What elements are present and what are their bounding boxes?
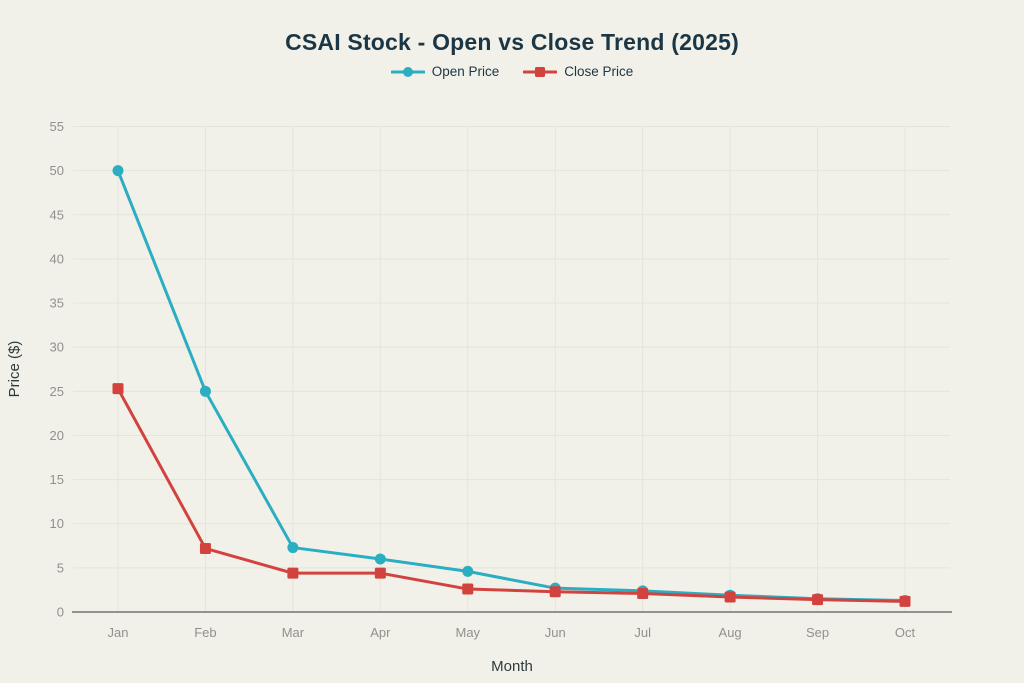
- legend-item-close-price[interactable]: Close Price: [523, 64, 633, 79]
- chart-legend: Open Price Close Price: [0, 64, 1024, 79]
- legend-marker-circle-icon: [390, 66, 425, 77]
- y-tick-label: 30: [50, 340, 64, 355]
- y-tick-label: 35: [50, 296, 64, 311]
- series-open-price: [112, 165, 911, 607]
- data-point-circle: [462, 565, 474, 577]
- y-tick-label: 0: [57, 605, 64, 620]
- data-point-circle: [199, 385, 211, 397]
- y-tick-label: 45: [50, 207, 64, 222]
- legend-marker-square-icon: [523, 66, 558, 77]
- tick-labels: 0 5 10 15 20 25 30 35 40 45 50 55 Jan Feb Mar Apr May Jun…: [50, 119, 916, 640]
- data-point-square: [374, 567, 386, 579]
- y-tick-label: 5: [57, 560, 64, 575]
- x-tick-label: Aug: [719, 625, 742, 640]
- y-tick-label: 40: [50, 251, 64, 266]
- x-tick-label: Jun: [545, 625, 566, 640]
- data-point-circle: [112, 165, 124, 177]
- x-tick-label: Feb: [194, 625, 216, 640]
- data-point-square: [462, 583, 474, 595]
- data-point-circle: [287, 542, 299, 554]
- y-axis-title: Price ($): [6, 341, 23, 398]
- x-tick-label: Jul: [634, 625, 651, 640]
- data-point-square: [199, 542, 211, 554]
- chart-title: CSAI Stock - Open vs Close Trend (2025): [285, 29, 739, 55]
- data-point-square: [112, 383, 124, 395]
- x-tick-label: Mar: [282, 625, 305, 640]
- series-line-open-price: [116, 169, 907, 603]
- x-tick-label: May: [455, 625, 480, 640]
- data-point-square: [724, 591, 736, 603]
- series-line-close-price: [116, 387, 907, 603]
- data-point-circle: [374, 553, 386, 565]
- y-tick-label: 25: [50, 384, 64, 399]
- data-point-square: [637, 587, 649, 599]
- y-tick-label: 15: [50, 472, 64, 487]
- y-tick-label: 20: [50, 428, 64, 443]
- x-tick-label: Jan: [108, 625, 129, 640]
- y-tick-label: 10: [50, 516, 64, 531]
- legend-label: Open Price: [431, 64, 500, 79]
- legend-label: Close Price: [564, 64, 634, 79]
- data-point-square: [549, 586, 561, 598]
- legend-item-open-price[interactable]: Open Price: [390, 64, 500, 79]
- y-tick-label: 55: [50, 119, 64, 134]
- data-point-square: [899, 595, 911, 607]
- x-tick-label: Oct: [895, 625, 916, 640]
- x-axis-title: Month: [491, 658, 533, 675]
- x-tick-label: Sep: [806, 625, 829, 640]
- data-point-square: [287, 567, 299, 579]
- series-close-price: [112, 383, 911, 607]
- x-tick-label: Apr: [370, 625, 391, 640]
- y-tick-label: 50: [50, 163, 64, 178]
- data-point-square: [812, 594, 824, 606]
- gridlines: [73, 126, 950, 612]
